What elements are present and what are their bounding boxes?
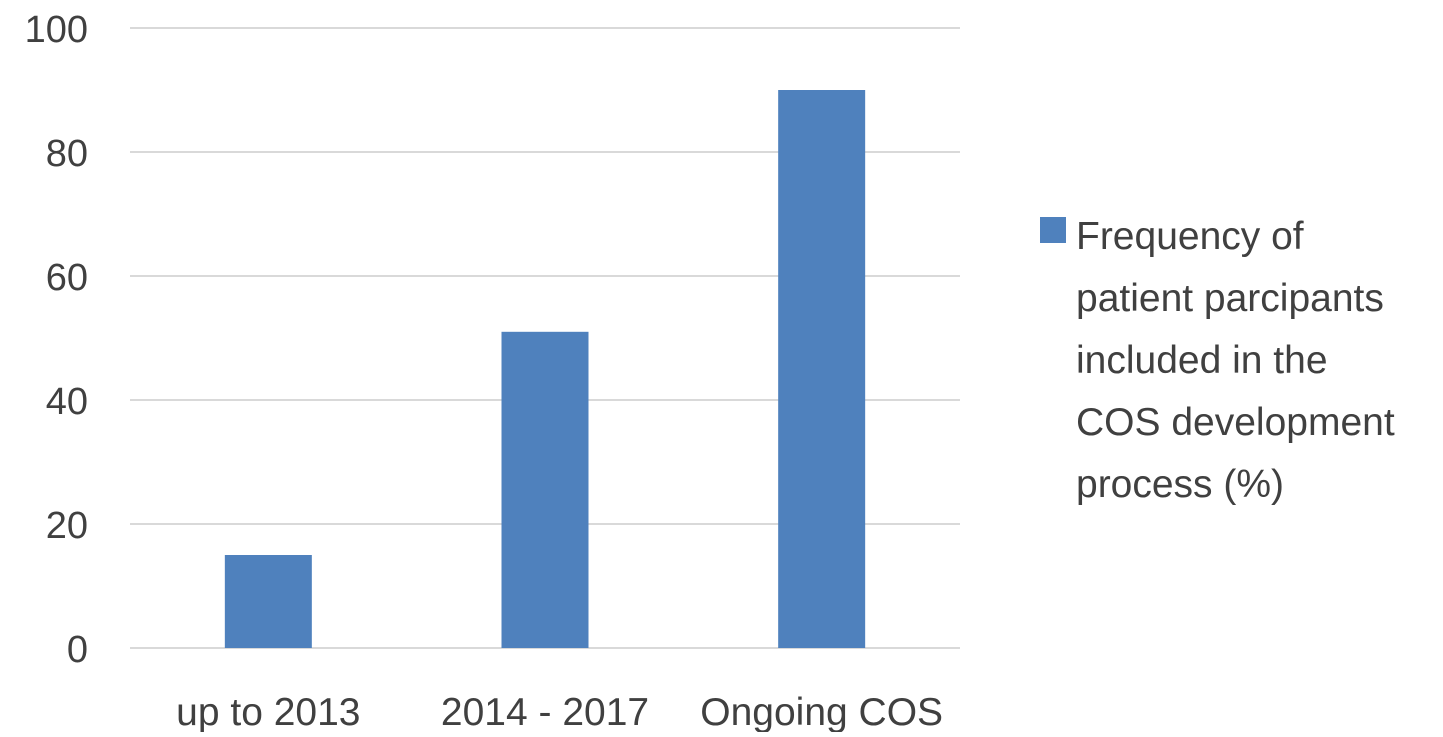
y-tick-label: 60 [46, 257, 88, 299]
y-tick-label: 20 [46, 505, 88, 547]
legend: Frequency of patient parcipants included… [1040, 206, 1440, 516]
y-tick-label: 100 [25, 9, 88, 51]
x-tick-label: 2014 - 2017 [441, 691, 649, 732]
x-tick-label: Ongoing COS [700, 691, 943, 732]
legend-swatch [1040, 217, 1066, 243]
bar [778, 90, 866, 648]
bar [224, 555, 312, 648]
legend-label: Frequency of patient parcipants included… [1076, 215, 1395, 506]
x-tick-label: up to 2013 [176, 691, 360, 732]
y-tick-label: 40 [46, 381, 88, 423]
y-tick-label: 0 [67, 629, 88, 671]
y-tick-label: 80 [46, 133, 88, 175]
bar [501, 331, 589, 648]
